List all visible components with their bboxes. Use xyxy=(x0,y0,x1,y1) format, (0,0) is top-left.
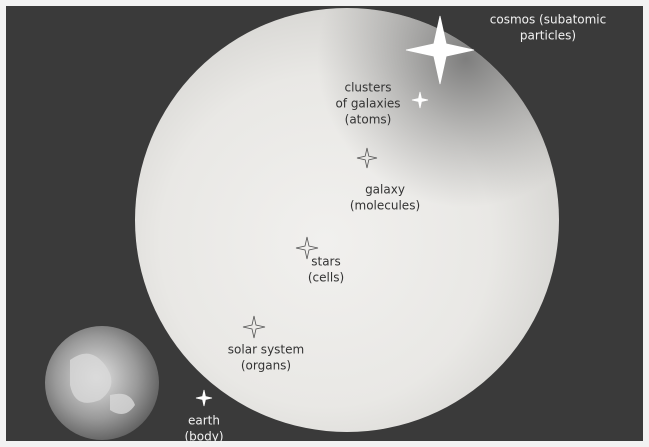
label: (cells) xyxy=(308,271,344,285)
illustration: cosmos (subatomic particles) clusters of ga… xyxy=(0,0,649,447)
label: particles) xyxy=(520,29,576,43)
label: of galaxies xyxy=(335,97,400,111)
label: (atoms) xyxy=(345,113,392,127)
label: stars xyxy=(311,255,341,269)
label: earth xyxy=(188,414,220,428)
sphere-shadow xyxy=(135,8,559,432)
label: cosmos (subatomic xyxy=(490,13,606,27)
label: solar system xyxy=(228,343,304,357)
label: (body) xyxy=(184,430,223,444)
label: (molecules) xyxy=(350,199,420,213)
label: galaxy xyxy=(365,183,405,197)
label: clusters xyxy=(344,81,391,95)
label: (organs) xyxy=(241,359,291,373)
